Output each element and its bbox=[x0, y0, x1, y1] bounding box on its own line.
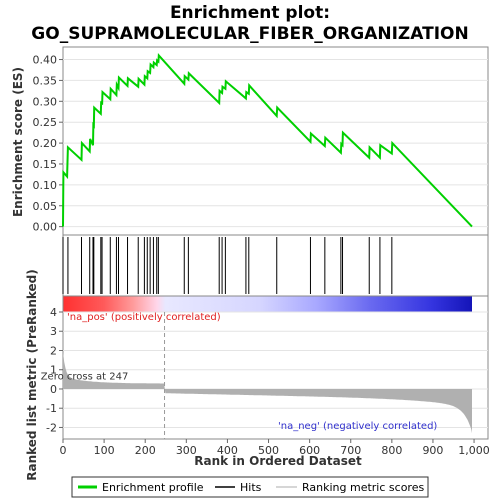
hit-lines bbox=[62, 237, 393, 294]
ranking-metric-area bbox=[63, 351, 472, 434]
chart-title-line1: Enrichment plot: bbox=[170, 3, 330, 23]
x-tick-label: 400 bbox=[217, 444, 238, 457]
es-y-axis-label: Enrichment score (ES) bbox=[11, 67, 25, 217]
positive-correlation-label: 'na_pos' (positively correlated) bbox=[67, 312, 221, 323]
metric-panel: -2 -1 0 1 2 3 4 Zero cross at 247 'na_pos' (po… bbox=[25, 269, 489, 481]
legend-box bbox=[71, 476, 429, 498]
hits-panel-frame bbox=[62, 234, 489, 297]
negative-correlation-label: 'na_neg' (negatively correlated) bbox=[278, 421, 437, 432]
x-tick-label: 300 bbox=[176, 444, 197, 457]
metric-tick-label: -2 bbox=[46, 421, 57, 434]
enrichment-profile-line bbox=[62, 52, 473, 228]
metric-panel-frame bbox=[62, 311, 489, 440]
metric-tick-label: 4 bbox=[50, 306, 57, 319]
x-tick-label: 800 bbox=[381, 444, 402, 457]
legend-hits: Hits bbox=[240, 481, 262, 494]
rank-color-bar bbox=[63, 296, 472, 312]
metric-tick-label: 3 bbox=[50, 325, 57, 338]
es-tick-label: 0.20 bbox=[33, 137, 58, 150]
hits-panel bbox=[62, 234, 489, 297]
x-tick-label: 0 bbox=[60, 444, 67, 457]
es-tick-label: 0.35 bbox=[33, 74, 58, 87]
metric-tick-label: 0 bbox=[50, 383, 57, 396]
legend-ranking-metric: Ranking metric scores bbox=[302, 481, 424, 494]
x-tick-label: 500 bbox=[258, 444, 279, 457]
es-tick-label: 0.30 bbox=[33, 95, 58, 108]
metric-tick-label: 2 bbox=[50, 344, 57, 357]
es-panel: 0.00 0.05 0.10 0.15 0.20 0.25 0.30 0.35 0.40 Enr… bbox=[11, 46, 489, 236]
x-ticks: 0 100 200 300 400 500 600 700 800 900 1,000 bbox=[60, 439, 490, 457]
es-tick-label: 0.00 bbox=[33, 221, 58, 234]
es-gridlines bbox=[63, 59, 488, 228]
legend-enrichment-profile: Enrichment profile bbox=[102, 481, 204, 494]
es-tick-label: 0.10 bbox=[33, 179, 58, 192]
x-tick-label: 600 bbox=[299, 444, 320, 457]
metric-tick-label: 1 bbox=[50, 364, 57, 377]
es-tick-label: 0.40 bbox=[33, 54, 58, 67]
es-tick-label: 0.05 bbox=[33, 200, 58, 213]
metric-y-axis-label: Ranked list metric (PreRanked) bbox=[25, 269, 39, 481]
zero-cross-label: Zero cross at 247 bbox=[41, 371, 129, 382]
x-tick-label: 100 bbox=[94, 444, 115, 457]
metric-gridlines bbox=[63, 311, 488, 428]
legend: Enrichment profile Hits Ranking metric s… bbox=[71, 476, 429, 498]
chart-title-line2: GO_SUPRAMOLECULAR_FIBER_ORGANIZATION bbox=[31, 24, 468, 44]
x-axis-label: Rank in Ordered Dataset bbox=[194, 454, 362, 468]
es-tick-label: 0.25 bbox=[33, 116, 58, 129]
x-tick-label: 900 bbox=[422, 444, 443, 457]
es-y-ticks: 0.00 0.05 0.10 0.15 0.20 0.25 0.30 0.35 0.40 bbox=[33, 54, 63, 234]
es-panel-frame bbox=[62, 46, 489, 236]
x-tick-label: 1,000 bbox=[458, 444, 490, 457]
x-tick-label: 700 bbox=[340, 444, 361, 457]
x-tick-label: 200 bbox=[135, 444, 156, 457]
metric-y-ticks: -2 -1 0 1 2 3 4 bbox=[46, 306, 63, 434]
es-tick-label: 0.15 bbox=[33, 158, 58, 171]
metric-tick-label: -1 bbox=[46, 402, 57, 415]
